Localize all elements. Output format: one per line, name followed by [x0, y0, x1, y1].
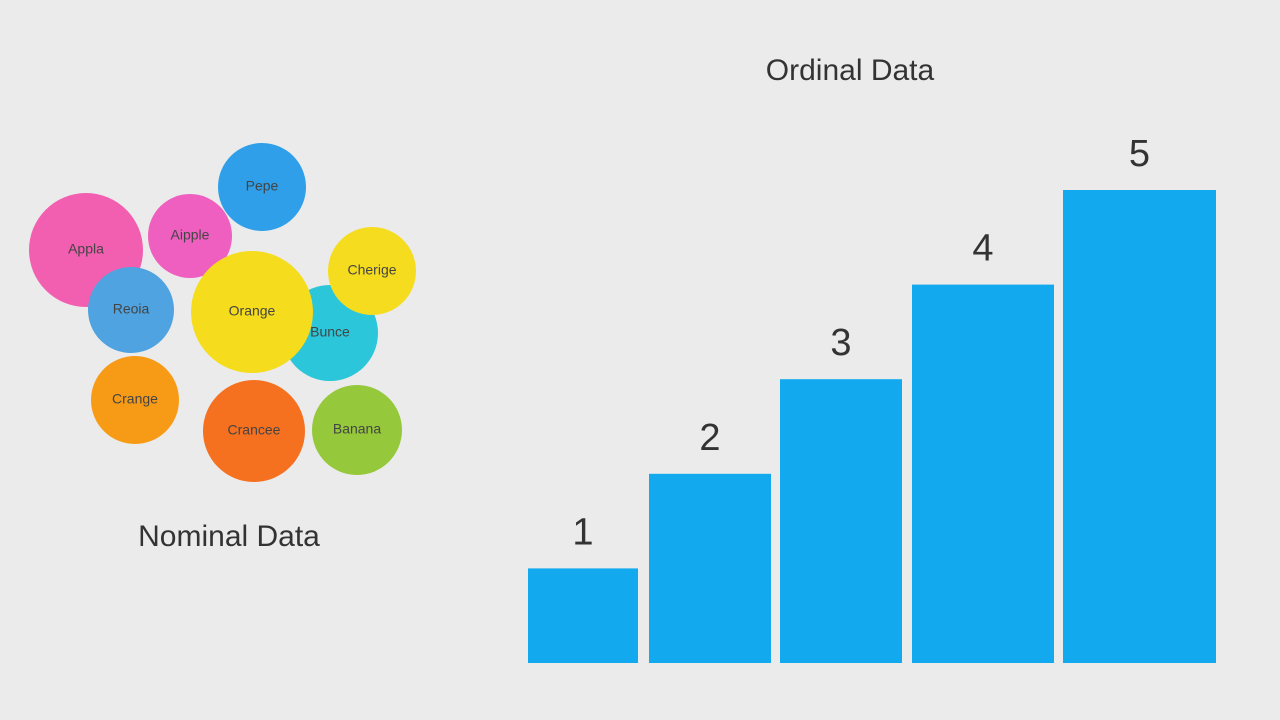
bubble-circle: [191, 251, 313, 373]
bubble-circle: [88, 267, 174, 353]
bar-label: 3: [830, 322, 851, 364]
bubble-label: Bunce: [310, 324, 350, 340]
bubble-label: Crancee: [228, 422, 281, 438]
bubble-label: Reoia: [113, 301, 150, 317]
bubble: Crancee: [203, 380, 305, 482]
bubble-label: Pepe: [246, 178, 279, 194]
bubble-circle: [148, 194, 232, 278]
bubble-label: Appla: [68, 241, 104, 257]
bubble: Cherige: [328, 227, 416, 315]
bar: [1063, 190, 1216, 663]
bar-label: 5: [1129, 133, 1150, 175]
bar-label: 4: [972, 228, 993, 270]
bubble-circle: [328, 227, 416, 315]
bar: [649, 473, 771, 663]
ordinal-bars: 1 2 3 4 5: [528, 133, 1216, 663]
bar-label: 2: [699, 417, 720, 459]
bubble: Pepe: [218, 143, 306, 231]
bubble-label: Orange: [229, 303, 276, 319]
ordinal-title: Ordinal Data: [766, 54, 935, 87]
bar: [912, 284, 1054, 663]
bubble-circle: [218, 143, 306, 231]
bubble-label: Aipple: [171, 227, 210, 243]
bubble: Banana: [312, 385, 402, 475]
bubble: Aipple: [148, 194, 232, 278]
bubble: Crange: [91, 356, 179, 444]
bubble-label: Crange: [112, 391, 158, 407]
nominal-bubbles: Appla Aipple Pepe Bunce Cherige Reoia Orange Cr…: [29, 143, 416, 482]
bubble-label: Banana: [333, 421, 381, 437]
bubble: Orange: [191, 251, 313, 373]
bar: [780, 379, 902, 663]
bubble-circle: [312, 385, 402, 475]
bar-label: 1: [572, 511, 593, 553]
bubble-circle: [91, 356, 179, 444]
bubble: Reoia: [88, 267, 174, 353]
nominal-title: Nominal Data: [138, 520, 320, 553]
bubble-label: Cherige: [347, 262, 396, 278]
bubble-circle: [203, 380, 305, 482]
bar: [528, 568, 638, 663]
